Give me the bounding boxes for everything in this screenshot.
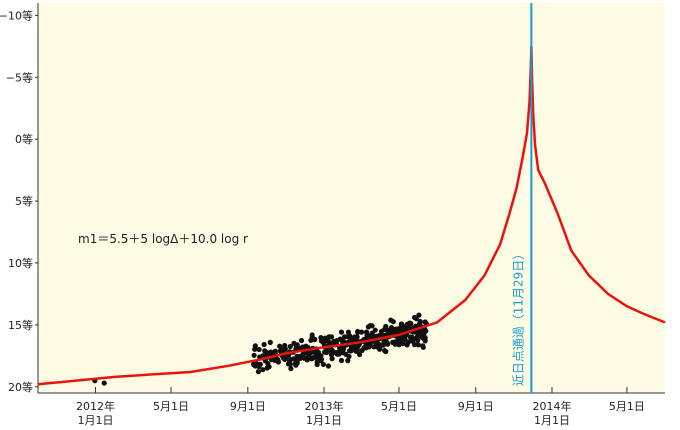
observation-point bbox=[334, 337, 340, 344]
observation-point bbox=[363, 329, 370, 335]
observation-point bbox=[261, 341, 267, 348]
observation-point bbox=[385, 327, 391, 333]
model-curve-line bbox=[37, 46, 666, 386]
observation-point bbox=[255, 369, 261, 375]
observation-point bbox=[369, 323, 375, 329]
observation-point bbox=[262, 348, 268, 354]
observation-point bbox=[286, 356, 292, 362]
y-tick-label: −5等 bbox=[6, 70, 33, 84]
observation-point bbox=[417, 318, 423, 325]
x-tick-label: 9月1日 bbox=[458, 400, 494, 413]
observation-point bbox=[267, 339, 273, 345]
observation-point bbox=[378, 328, 385, 334]
observation-point bbox=[318, 335, 324, 341]
observation-point bbox=[415, 342, 421, 348]
observation-point bbox=[308, 356, 315, 362]
observation-point bbox=[415, 337, 421, 343]
observation-point bbox=[326, 348, 332, 354]
observation-point bbox=[422, 319, 428, 325]
observation-point bbox=[260, 367, 266, 373]
y-tick-label: −10等 bbox=[0, 8, 33, 22]
observation-point bbox=[404, 342, 410, 348]
formula-annotation: m1＝5.5＋5 logΔ＋10.0 log r bbox=[78, 232, 248, 246]
observation-point bbox=[342, 334, 348, 340]
observation-point bbox=[343, 351, 349, 357]
observation-point bbox=[322, 335, 328, 341]
y-tick-label: 10等 bbox=[8, 256, 33, 270]
observation-point bbox=[293, 362, 299, 368]
x-tick-label: 5月1日 bbox=[609, 400, 645, 413]
observation-point bbox=[256, 346, 262, 353]
observation-point bbox=[406, 323, 412, 329]
observation-point bbox=[287, 343, 293, 350]
observation-point bbox=[272, 357, 278, 363]
x-tick-label: 9月1日 bbox=[230, 400, 266, 413]
observation-point bbox=[298, 337, 305, 344]
observation-point bbox=[288, 366, 294, 372]
observation-point bbox=[355, 328, 361, 335]
observation-point bbox=[354, 334, 360, 340]
observation-point bbox=[282, 346, 288, 352]
y-tick-label: 5等 bbox=[15, 194, 33, 208]
observation-point bbox=[294, 353, 300, 359]
observation-point bbox=[347, 348, 353, 354]
observation-point bbox=[309, 334, 315, 340]
observation-point bbox=[392, 326, 398, 332]
x-tick-label: 2013年 bbox=[305, 399, 344, 413]
observation-point bbox=[250, 361, 257, 367]
y-tick-label: 15等 bbox=[8, 318, 33, 332]
observation-point bbox=[354, 348, 360, 354]
observation-point bbox=[101, 380, 107, 386]
observation-point bbox=[329, 356, 335, 362]
observation-point bbox=[325, 363, 331, 369]
perihelion-label: 近日点通過（11月29日） bbox=[511, 248, 525, 387]
y-tick-label: 20等 bbox=[8, 380, 33, 394]
y-tick-label: 0等 bbox=[15, 132, 33, 146]
observation-point bbox=[361, 345, 367, 351]
x-tick-label-line2: 1月1日 bbox=[306, 414, 342, 427]
observation-point bbox=[266, 364, 272, 370]
observation-point bbox=[371, 344, 377, 350]
observation-point bbox=[383, 323, 389, 329]
observation-point bbox=[410, 338, 416, 344]
observation-point bbox=[251, 352, 257, 358]
observation-point bbox=[400, 327, 406, 333]
observation-point bbox=[416, 312, 422, 318]
observation-point bbox=[294, 342, 300, 348]
observation-point bbox=[301, 355, 307, 361]
x-tick-label: 5月1日 bbox=[153, 400, 189, 413]
observation-point bbox=[420, 343, 426, 349]
observation-point bbox=[420, 335, 426, 341]
y-axis: −10等 −5等 0等 5等 10等 15等 20等 bbox=[0, 3, 39, 394]
observation-point bbox=[347, 334, 353, 340]
x-tick-label-line2: 1月1日 bbox=[534, 414, 570, 427]
observation-point bbox=[399, 334, 405, 340]
observation-point bbox=[345, 358, 351, 364]
observation-point bbox=[384, 340, 390, 346]
x-tick-label: 2014年 bbox=[532, 399, 571, 413]
observation-point bbox=[315, 358, 321, 364]
observation-point bbox=[320, 361, 326, 367]
observation-point bbox=[272, 348, 278, 354]
observation-point bbox=[338, 357, 345, 364]
observation-point bbox=[383, 348, 389, 355]
observation-point bbox=[345, 329, 351, 335]
observation-point bbox=[322, 349, 328, 355]
observation-point bbox=[372, 327, 378, 333]
observation-point bbox=[340, 339, 346, 345]
x-tick-label-line2: 1月1日 bbox=[77, 414, 113, 427]
observation-point bbox=[393, 340, 399, 346]
observation-point bbox=[336, 349, 342, 355]
x-tick-label: 5月1日 bbox=[381, 400, 417, 413]
observation-point bbox=[252, 343, 258, 349]
x-tick-label: 2012年 bbox=[76, 399, 115, 413]
observation-point bbox=[388, 317, 394, 323]
plot-area bbox=[38, 3, 665, 393]
observation-point bbox=[277, 343, 283, 349]
observation-point bbox=[338, 329, 345, 335]
observation-point bbox=[256, 363, 262, 369]
